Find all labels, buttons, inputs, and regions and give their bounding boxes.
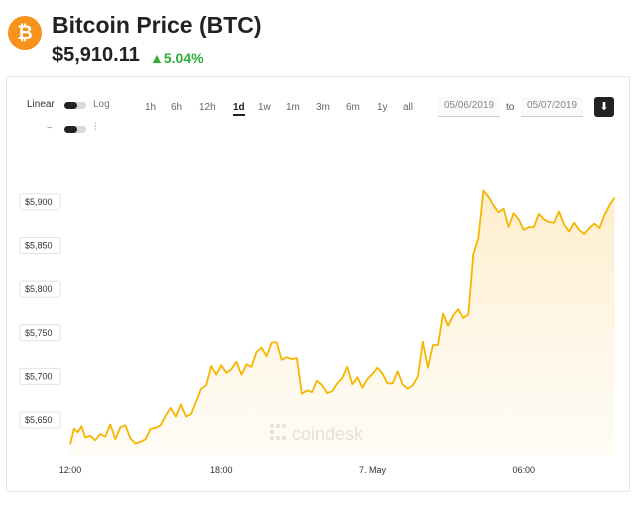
header: ₿ Bitcoin Price (BTC) $5,910.11 ▲5.04% xyxy=(8,8,628,70)
x-tick-label: 12:00 xyxy=(59,465,82,475)
x-tick-label: 7. May xyxy=(359,465,387,475)
price-line xyxy=(69,189,616,445)
date-from-input[interactable]: 05/06/2019 xyxy=(438,97,500,117)
price-change: ▲5.04% xyxy=(150,50,204,66)
range-3m[interactable]: 3m xyxy=(316,102,330,113)
range-1y[interactable]: 1y xyxy=(377,102,388,113)
x-tick-label: 06:00 xyxy=(512,465,535,475)
candlestick-icon[interactable]: ⫶ xyxy=(94,122,97,133)
y-tick-label: $5,850 xyxy=(25,240,53,250)
x-tick-label: 18:00 xyxy=(210,465,233,475)
x-axis: 12:00 18:00 7. May 06:00 xyxy=(59,465,535,475)
y-tick: $5,850 xyxy=(19,236,61,254)
y-tick-label: $5,900 xyxy=(25,197,53,207)
y-tick: $5,750 xyxy=(19,324,61,342)
chart-type-toggle[interactable] xyxy=(64,126,86,133)
y-tick: $5,650 xyxy=(19,411,61,429)
range-1h[interactable]: 1h xyxy=(145,102,157,113)
y-tick-box xyxy=(19,367,61,385)
range-1w[interactable]: 1w xyxy=(258,102,271,113)
line-chart-icon[interactable]: ~ xyxy=(47,123,53,134)
y-tick: $5,800 xyxy=(19,280,61,298)
page-title: Bitcoin Price (BTC) xyxy=(52,12,262,38)
current-price: $5,910.11 xyxy=(52,44,140,66)
y-tick-label: $5,800 xyxy=(25,284,53,294)
y-tick-label: $5,700 xyxy=(25,371,53,381)
price-area xyxy=(70,190,615,455)
y-tick-box xyxy=(19,411,61,429)
bitcoin-logo-icon: ₿ xyxy=(8,16,42,50)
range-6h[interactable]: 6h xyxy=(171,102,183,113)
download-icon[interactable]: ⬇ xyxy=(594,97,614,117)
y-tick-box xyxy=(19,324,61,342)
scale-toggle[interactable] xyxy=(64,102,86,109)
y-tick-label: $5,750 xyxy=(25,328,53,338)
scale-linear-label[interactable]: Linear xyxy=(27,99,55,110)
y-axis: $5,900 $5,850 $5,800 $5,750 $5,700 $5,650 xyxy=(19,193,61,429)
range-1m[interactable]: 1m xyxy=(286,102,300,113)
range-all[interactable]: all xyxy=(403,102,414,113)
date-to-label: to xyxy=(506,102,515,113)
range-12h[interactable]: 12h xyxy=(199,102,216,113)
y-tick-box xyxy=(19,193,61,211)
date-to-input[interactable]: 05/07/2019 xyxy=(521,97,583,117)
y-tick-label: $5,650 xyxy=(25,415,53,425)
range-6m[interactable]: 6m xyxy=(346,102,360,113)
range-1d[interactable]: 1d xyxy=(233,102,245,116)
y-tick: $5,900 xyxy=(19,193,61,211)
scale-log-label[interactable]: Log xyxy=(93,99,110,110)
y-tick-box xyxy=(19,236,61,254)
y-tick-box xyxy=(19,280,61,298)
y-tick: $5,700 xyxy=(19,367,61,385)
